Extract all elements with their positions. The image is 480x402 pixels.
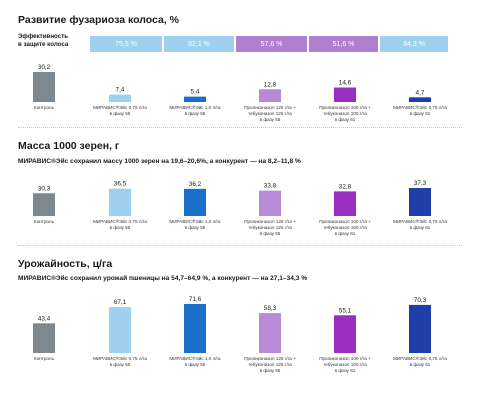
bar-value-label: 36,2 <box>189 181 202 188</box>
bar <box>409 304 431 353</box>
category-label: в фазу 55 <box>185 225 206 230</box>
efficiency-label-line2: в защите колоса <box>18 41 69 48</box>
bar-value-label: 71,6 <box>189 296 202 303</box>
efficiency-label: Эффективность в защите колоса <box>18 33 88 49</box>
category-label: в фазу 55 <box>110 111 131 116</box>
bar <box>33 193 55 216</box>
category-label: в фазу 55 <box>110 225 131 230</box>
category-label: в фазу 61 <box>410 225 431 230</box>
section-divider <box>18 245 462 246</box>
efficiency-value: 51,6 % <box>332 40 355 48</box>
category-label: Контроль <box>34 356 55 361</box>
category-label: в фазу 61 <box>335 231 356 236</box>
bar <box>259 89 281 102</box>
bar <box>184 304 206 353</box>
bar <box>109 188 131 216</box>
category-label: в фазу 55 <box>260 117 281 122</box>
category-label: МИРАВИС®Эйс 0,75 л/га <box>93 104 147 110</box>
efficiency-badge: 75,5 % <box>90 36 162 52</box>
bar <box>184 188 206 216</box>
chart-3-subtitle: МИРАВИС®Эйс сохранил урожай пшеницы на 5… <box>18 275 308 282</box>
bar <box>334 87 356 102</box>
efficiency-badge: 51,6 % <box>309 36 378 52</box>
bar-value-label: 55,1 <box>339 307 352 314</box>
bar-value-label: 7,4 <box>116 87 125 94</box>
bar <box>33 72 55 102</box>
bar <box>109 94 131 102</box>
category-label: МИРАВИС®Эйс 0,75 л/га <box>393 355 447 361</box>
bar <box>184 96 206 102</box>
chart-1-title: Развитие фузариоза колоса, % <box>18 14 180 26</box>
category-label: тебуконазол 100 г/га <box>323 111 367 116</box>
category-label: тебуконазол 125 г/га <box>248 111 292 116</box>
bar-value-label: 70,3 <box>414 297 427 304</box>
category-label: в фазу 61 <box>410 362 431 367</box>
section-divider <box>18 127 462 128</box>
category-label: Пропиконазол 125 г/га + <box>244 356 296 361</box>
bar <box>109 307 131 353</box>
efficiency-value: 82,1 % <box>188 40 210 48</box>
category-label: Контроль <box>34 105 55 110</box>
bar <box>409 188 431 216</box>
bar-value-label: 58,3 <box>264 305 277 312</box>
chart-2-subtitle: МИРАВИС®Эйс сохранил массу 1000 зерен на… <box>18 158 301 165</box>
efficiency-value: 84,3 % <box>403 40 425 48</box>
category-label: в фазу 61 <box>335 117 356 122</box>
category-label: в фазу 55 <box>185 362 206 367</box>
category-label: Пропиконазол 100 г/га + <box>319 356 371 361</box>
category-label: МИРАВИС®Эйс 0,75 л/га <box>93 355 147 361</box>
category-label: Контроль <box>34 219 55 224</box>
bar <box>409 97 431 102</box>
category-label: в фазу 55 <box>185 111 206 116</box>
category-label: тебуконазол 100 г/га <box>323 225 367 230</box>
bar-value-label: 43,4 <box>38 315 51 322</box>
category-label: МИРАВИС®Эйс 1,0 л/га <box>169 218 221 224</box>
category-label: в фазу 61 <box>335 368 356 373</box>
bar-value-label: 33,8 <box>264 183 277 190</box>
bar-value-label: 32,8 <box>339 183 352 190</box>
category-label: Пропиконазол 100 г/га + <box>319 105 371 110</box>
bar-value-label: 12,8 <box>264 81 277 88</box>
category-label: МИРАВИС®Эйс 0,75 л/га <box>393 218 447 224</box>
bar <box>259 190 281 216</box>
category-label: Пропиконазол 125 г/га + <box>244 105 296 110</box>
bar-value-label: 4,7 <box>416 89 425 96</box>
bar <box>33 323 55 353</box>
category-label: в фазу 55 <box>260 368 281 373</box>
efficiency-label-line1: Эффективность <box>18 33 69 40</box>
bar <box>334 315 356 353</box>
bar-value-label: 14,6 <box>339 79 352 86</box>
category-label: МИРАВИС®Эйс 0,75 л/га <box>393 104 447 110</box>
bar-value-label: 30,3 <box>38 185 51 192</box>
category-label: в фазу 61 <box>410 111 431 116</box>
bar-value-label: 30,2 <box>38 64 51 71</box>
efficiency-value: 75,5 % <box>115 40 137 48</box>
chart-3-title: Урожайность, ц/га <box>18 258 113 270</box>
category-label: МИРАВИС®Эйс 1,0 л/га <box>169 355 221 361</box>
category-label: в фазу 55 <box>110 362 131 367</box>
bar-value-label: 36,5 <box>114 181 127 188</box>
bar <box>259 313 281 353</box>
bar-value-label: 5,4 <box>191 89 200 96</box>
bar-value-label: 37,3 <box>414 180 427 187</box>
category-label: Пропиконазол 100 г/га + <box>319 219 371 224</box>
efficiency-badge: 82,1 % <box>164 36 234 52</box>
category-label: в фазу 55 <box>260 231 281 236</box>
category-label: МИРАВИС®Эйс 1,0 л/га <box>169 104 221 110</box>
chart-2-title: Масса 1000 зерен, г <box>18 140 120 152</box>
category-label: МИРАВИС®Эйс 0,75 л/га <box>93 218 147 224</box>
efficiency-value: 57,6 % <box>260 40 283 48</box>
efficiency-badge: 57,6 % <box>236 36 307 52</box>
bar-value-label: 67,1 <box>114 299 127 306</box>
category-label: тебуконазол 125 г/га <box>248 225 292 230</box>
category-label: Пропиконазол 125 г/га + <box>244 219 296 224</box>
bar <box>334 191 356 216</box>
category-label: тебуконазол 100 г/га <box>323 362 367 367</box>
category-label: тебуконазол 125 г/га <box>248 362 292 367</box>
efficiency-badge: 84,3 % <box>380 36 448 52</box>
